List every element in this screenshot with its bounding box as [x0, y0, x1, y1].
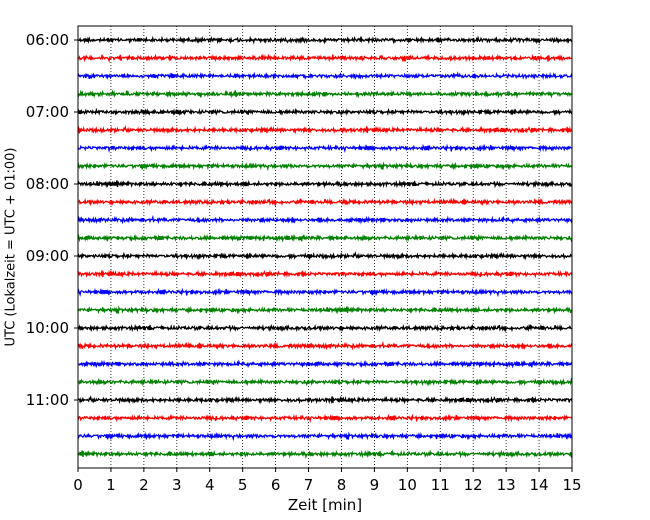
- trace-line: [77, 143, 573, 154]
- trace-line: [77, 107, 573, 117]
- trace-line: [77, 413, 573, 424]
- trace-line: [77, 287, 573, 298]
- y-tick-label: 11:00: [26, 391, 69, 409]
- x-tick-label: 7: [304, 476, 314, 494]
- x-axis-label: Zeit [min]: [288, 496, 362, 514]
- trace-line: [77, 233, 573, 243]
- trace-line: [77, 35, 573, 45]
- trace-line: [77, 124, 573, 135]
- x-tick-label: 10: [398, 476, 417, 494]
- trace-line: [77, 161, 573, 172]
- x-tick-label: 8: [337, 476, 347, 494]
- trace-line: [77, 197, 573, 207]
- trace-line: [77, 359, 573, 369]
- y-tick-label: 08:00: [26, 175, 69, 193]
- trace-line: [77, 340, 573, 351]
- x-tick-label: 15: [562, 476, 581, 494]
- y-tick-label: 09:00: [26, 247, 69, 265]
- x-tick-label: 3: [172, 476, 182, 494]
- trace-line: [77, 71, 573, 81]
- x-tick-label: 11: [431, 476, 450, 494]
- y-axis-label: UTC (Lokalzeit = UTC + 01:00): [4, 148, 19, 347]
- trace-line: [77, 179, 573, 189]
- trace-line: [77, 53, 573, 63]
- x-tick-label: 13: [497, 476, 516, 494]
- x-tick-label: 5: [238, 476, 248, 494]
- y-tick-label: 10:00: [26, 319, 69, 337]
- x-tick-label: 2: [139, 476, 149, 494]
- seismic-traces: [77, 35, 573, 460]
- trace-line: [77, 214, 573, 225]
- y-axis-ticks: 06:00 07:00 08:00 09:00 10:00 11:00: [26, 31, 78, 409]
- trace-line: [77, 269, 573, 279]
- x-tick-label: 6: [271, 476, 281, 494]
- x-tick-label: 1: [106, 476, 116, 494]
- trace-line: [77, 377, 573, 387]
- y-tick-label: 06:00: [26, 31, 69, 49]
- x-tick-label: 4: [205, 476, 215, 494]
- trace-line: [77, 394, 573, 405]
- x-tick-label: 0: [73, 476, 83, 494]
- trace-line: [77, 449, 573, 460]
- x-tick-label: 14: [530, 476, 549, 494]
- x-tick-label: 12: [464, 476, 483, 494]
- trace-line: [77, 251, 573, 261]
- trace-line: [77, 89, 573, 99]
- trace-line: [77, 323, 573, 333]
- x-tick-label: 9: [370, 476, 380, 494]
- y-tick-label: 07:00: [26, 103, 69, 121]
- x-axis-ticks: 0 1 2 3 4 5 6 7 8 9 10 11 12 13 14 15: [73, 468, 582, 494]
- trace-line: [77, 305, 573, 315]
- plot-frame: [77, 25, 573, 469]
- trace-line: [77, 431, 573, 442]
